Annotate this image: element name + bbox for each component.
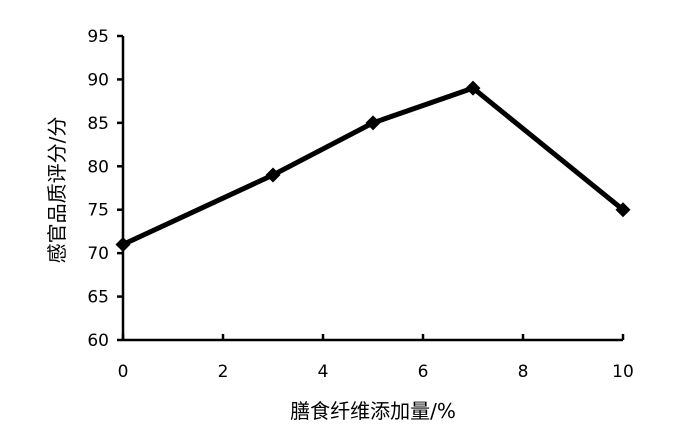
x-tick-label: 0 bbox=[118, 362, 129, 382]
x-tick-label: 6 bbox=[418, 362, 429, 382]
data-point-diamond bbox=[365, 115, 381, 131]
data-point-diamond bbox=[115, 236, 131, 252]
y-tick-label: 80 bbox=[87, 157, 109, 177]
axes bbox=[117, 34, 625, 342]
y-axis-title: 感官品质评分/分 bbox=[45, 117, 69, 264]
x-tick-label: 8 bbox=[518, 362, 529, 382]
series-line bbox=[121, 85, 625, 247]
x-tick-label: 2 bbox=[218, 362, 229, 382]
y-tick-label: 65 bbox=[87, 288, 109, 308]
y-tick-label: 70 bbox=[87, 244, 109, 264]
x-tick-label: 4 bbox=[318, 362, 329, 382]
data-point-diamond bbox=[615, 202, 631, 218]
x-tick-label: 10 bbox=[612, 362, 634, 382]
y-tick-label: 95 bbox=[87, 27, 109, 47]
x-axis-title: 膳食纤维添加量/% bbox=[290, 399, 456, 423]
tick-labels: 60 65 70 75 80 85 90 95 0 2 4 6 8 10 bbox=[87, 27, 633, 382]
y-tick-label: 85 bbox=[87, 114, 109, 134]
y-tick-label: 75 bbox=[87, 201, 109, 221]
y-tick-label: 90 bbox=[87, 70, 109, 90]
data-series bbox=[115, 80, 631, 252]
y-tick-label: 60 bbox=[87, 331, 109, 351]
data-point-diamond bbox=[465, 80, 481, 96]
data-point-diamond bbox=[265, 167, 281, 183]
